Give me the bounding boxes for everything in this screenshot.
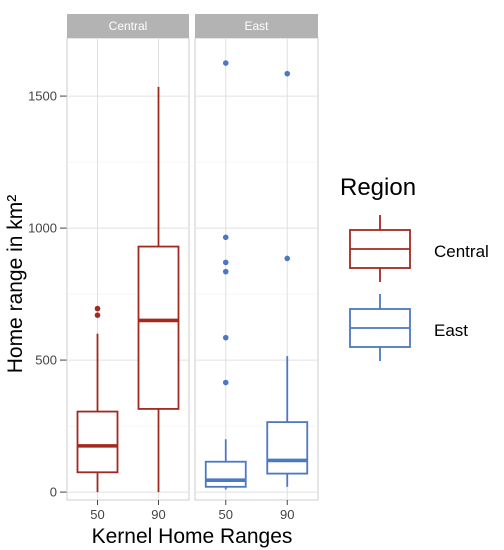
y-tick-label: 500 [35,353,57,368]
outlier-point [222,379,229,386]
facet-strip-label: Central [109,19,148,33]
legend-key-east [349,294,411,361]
outlier-point [222,60,229,66]
y-tick-label: 1000 [28,221,57,236]
facet-strip-east [195,14,318,38]
y-axis-title: Home range in km² [4,195,27,374]
facet-strip-central [67,14,189,38]
legend-label-central: Central [434,242,489,261]
x-tick-label: 50 [90,507,104,522]
outlier-point [222,334,229,341]
box-iqr [137,245,180,410]
legend-title: Region [340,174,416,201]
x-tick-label: 90 [151,507,165,522]
box-iqr [76,410,119,474]
outlier-point [284,255,291,262]
legend-label-east: East [434,321,468,340]
outlier-point [94,312,101,319]
y-tick-label: 1500 [28,89,57,104]
outlier-point [222,268,229,275]
legend-key-central [349,215,411,282]
x-tick-label: 50 [219,507,233,522]
outlier-point [94,305,101,312]
outlier-point [222,234,229,241]
outlier-point [284,70,291,77]
plot-layer: 0 500 1000 1500 Central 50 90 East 50 90 [28,14,319,522]
x-tick-label: 90 [280,507,294,522]
legend: Region Central East [340,174,489,361]
x-axis-title: Kernel Home Ranges [92,525,293,548]
outlier-point [222,259,229,266]
box-iqr [266,421,309,475]
y-tick-label: 0 [50,485,57,500]
box-iqr [204,460,247,488]
legend-keys [349,215,411,361]
facet-strip-label: East [244,19,269,33]
